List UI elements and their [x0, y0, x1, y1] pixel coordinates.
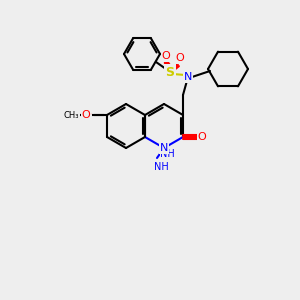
Text: O: O	[176, 53, 184, 63]
Text: N: N	[160, 143, 168, 153]
Text: O: O	[82, 110, 91, 120]
Text: NH: NH	[154, 162, 168, 172]
Text: O: O	[198, 132, 206, 142]
Text: CH₃: CH₃	[63, 110, 79, 119]
Text: O: O	[82, 110, 90, 120]
Text: O: O	[64, 110, 74, 120]
Text: S: S	[166, 65, 175, 79]
Text: O: O	[162, 51, 170, 61]
Text: N: N	[184, 72, 192, 82]
Text: NH: NH	[160, 149, 175, 159]
